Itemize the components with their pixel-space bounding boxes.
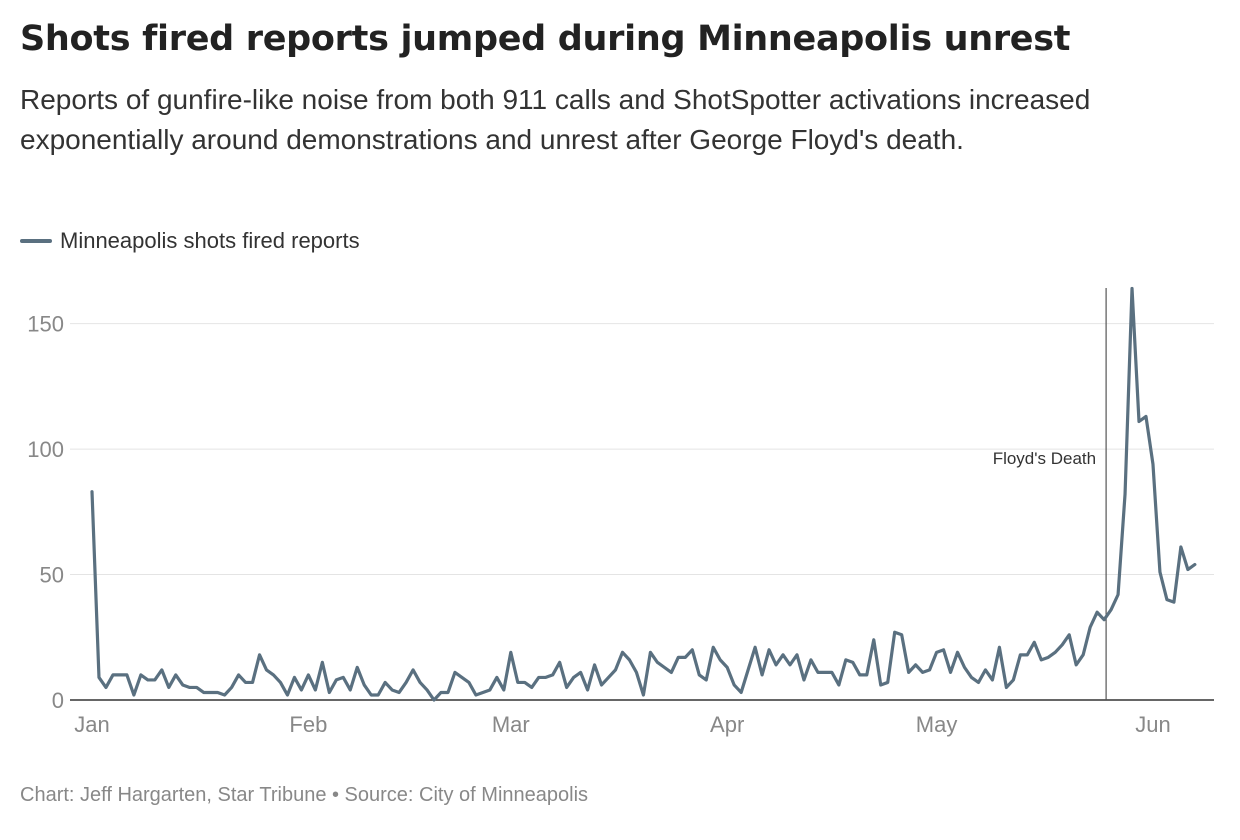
chart-title: Shots fired reports jumped during Minnea…	[20, 19, 1071, 59]
legend-label: Minneapolis shots fired reports	[60, 228, 360, 253]
line-chart: 0 50 100 150 Jan Feb Mar Apr May Jun Floyd's Death	[0, 270, 1240, 750]
x-tick-label: Jun	[1135, 712, 1170, 737]
y-tick-label: 100	[27, 437, 64, 462]
chart-svg: 0 50 100 150 Jan Feb Mar Apr May Jun Floyd's Death	[27, 286, 1214, 737]
x-tick-label: Feb	[289, 712, 327, 737]
y-tick-label: 0	[52, 688, 64, 713]
x-tick-label: Apr	[710, 712, 744, 737]
chart-credit: Chart: Jeff Hargarten, Star Tribune • So…	[20, 784, 589, 806]
annotation-label: Floyd's Death	[993, 449, 1096, 468]
x-tick-label: Jan	[74, 712, 109, 737]
y-tick-label: 150	[27, 312, 64, 337]
x-tick-label: May	[916, 712, 958, 737]
series-line	[90, 286, 1197, 702]
x-tick-label: Mar	[492, 712, 530, 737]
legend-swatch	[20, 239, 52, 243]
chart-subtitle: Reports of gunfire-like noise from both …	[20, 84, 1091, 155]
chart-legend: Minneapolis shots fired reports	[20, 226, 360, 256]
y-tick-label: 50	[40, 563, 64, 588]
